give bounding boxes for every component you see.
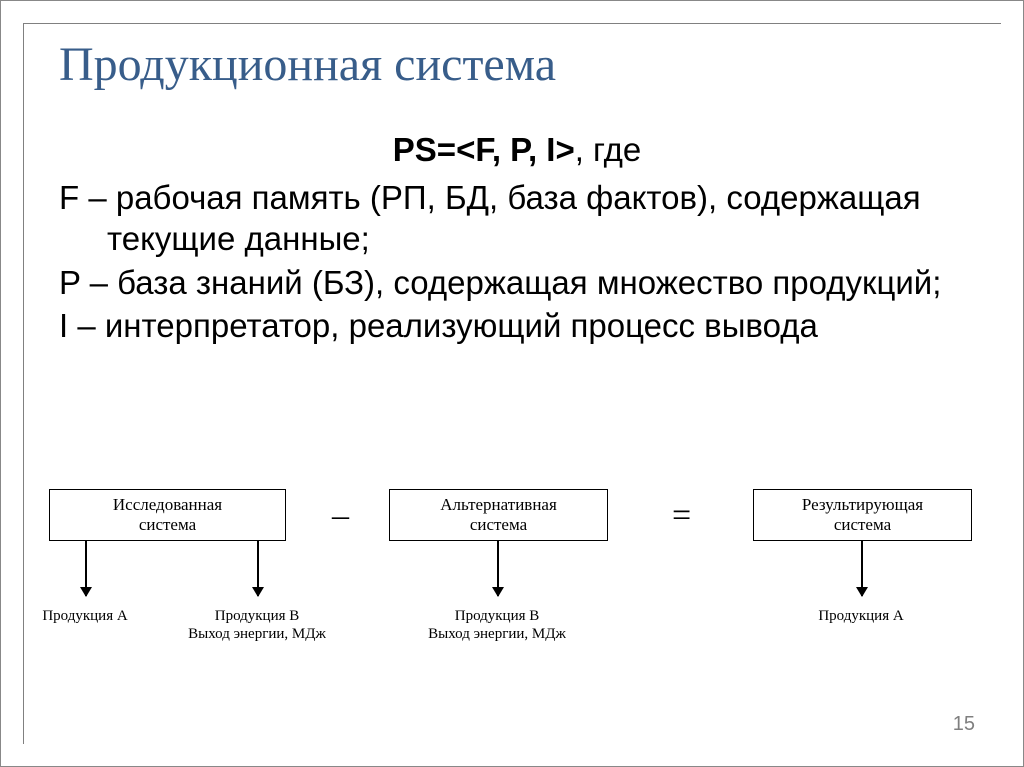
arrow-2 <box>497 541 499 596</box>
def-p: P – база знаний (БЗ), содержащая множест… <box>59 262 965 303</box>
arrow-3 <box>861 541 863 596</box>
diagram-box-box3: Результирующаясистема <box>753 489 972 541</box>
output-out4: Продукция А <box>818 607 903 625</box>
arrow-1 <box>257 541 259 596</box>
page-number: 15 <box>953 713 975 736</box>
operator-op_minus: – <box>332 499 349 533</box>
arrow-0 <box>85 541 87 596</box>
definitions: F – рабочая память (РП, БД, база фактов)… <box>59 177 965 348</box>
def-i: I – интерпретатор, реализующий процесс в… <box>59 305 965 346</box>
formula-bold: PS=<F, P, I> <box>393 131 575 168</box>
output-out2b: Выход энергии, МДж <box>188 625 326 643</box>
formula-tail: , где <box>575 131 642 168</box>
operator-op_equals: = <box>672 499 691 533</box>
def-f: F – рабочая память (РП, БД, база фактов)… <box>59 177 965 260</box>
diagram-box-box1: Исследованнаясистема <box>49 489 286 541</box>
diagram-box-box2: Альтернативнаясистема <box>389 489 608 541</box>
diagram: Исследованнаясистема Альтернативнаясистем… <box>35 489 989 679</box>
slide-title: Продукционная система <box>59 37 556 92</box>
output-out1: Продукция А <box>42 607 127 625</box>
output-out2a: Продукция В <box>215 607 300 625</box>
formula-line: PS=<F, P, I>, где <box>59 131 975 169</box>
output-out3a: Продукция В <box>455 607 540 625</box>
output-out3b: Выход энергии, МДж <box>428 625 566 643</box>
